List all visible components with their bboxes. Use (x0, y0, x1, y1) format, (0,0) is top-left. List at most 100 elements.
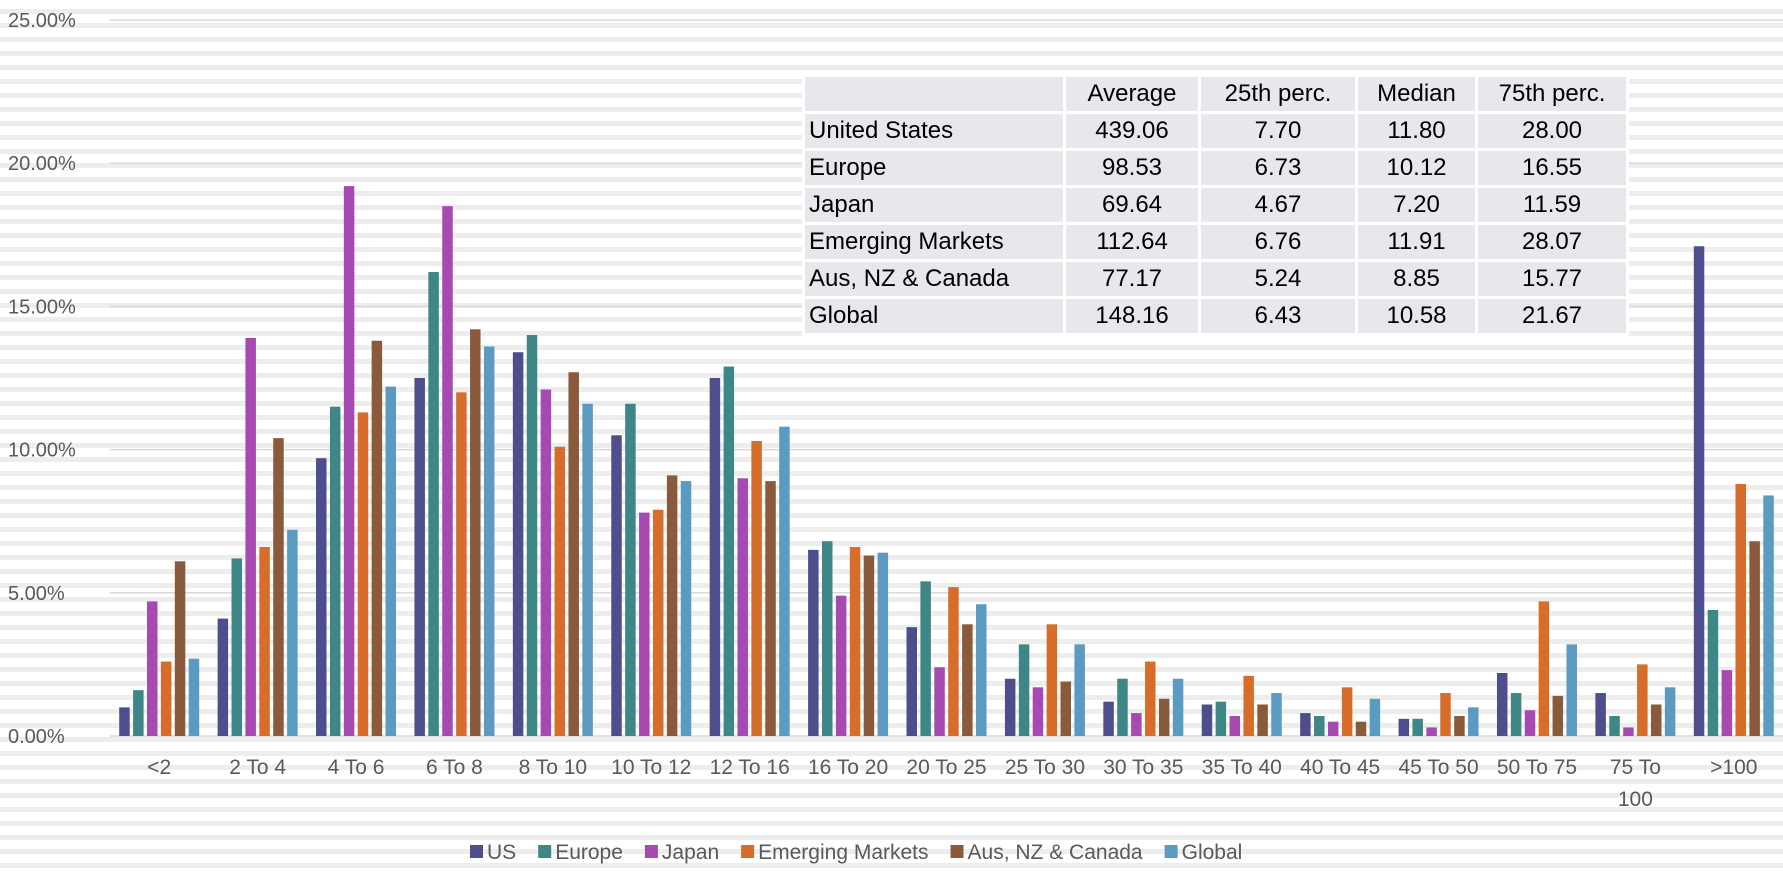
bar-japan (835, 595, 847, 736)
table-cell: 7.70 (1201, 114, 1355, 148)
bar-us (1398, 718, 1410, 736)
table-cell: 16.55 (1478, 151, 1626, 185)
bar-europe (723, 366, 735, 736)
bar-aus-nz-canada (568, 372, 579, 736)
legend-label: Europe (555, 841, 623, 864)
bar-global (976, 604, 987, 736)
bar-global (779, 426, 790, 736)
x-tick-label: 10 To 12 (611, 756, 691, 779)
bar-japan (343, 186, 355, 736)
bar-japan (639, 512, 650, 736)
x-tick-label: >100 (1710, 756, 1757, 779)
table-row: Aus, NZ & Canada 77.17 5.24 8.85 15.77 (805, 262, 1626, 296)
y-tick-label: 5.00% (8, 583, 65, 605)
bar-us (906, 627, 917, 736)
legend-swatch (538, 845, 552, 858)
table-cell: 11.91 (1358, 225, 1475, 259)
bar-aus-nz-canada (1355, 721, 1367, 736)
legend: US Europe Japan Emerging Markets Aus, NZ & C… (470, 841, 1242, 864)
bar-europe (1510, 693, 1522, 736)
x-tick-label: 30 To 35 (1103, 756, 1183, 779)
bar-japan (442, 206, 453, 736)
legend-label: Emerging Markets (758, 841, 928, 864)
x-tick-label: 20 To 25 (906, 756, 986, 779)
bars (119, 186, 1774, 737)
bar-emerging-markets (1735, 483, 1746, 736)
table-cell: 6.76 (1201, 225, 1355, 259)
legend-swatch (470, 845, 483, 858)
y-tick-label: 10.00% (8, 440, 76, 462)
y-axis-ticks: 0.00% 5.00% 10.00% 15.00% 20.00% 25.00% (8, 10, 76, 748)
bar-japan (245, 337, 256, 736)
statistics-table: Average 25th perc. Median 75th perc. Uni… (802, 74, 1629, 336)
table-header-average: Average (1066, 77, 1198, 111)
bar-aus-nz-canada (765, 481, 776, 736)
x-tick-label: 8 To 10 (519, 756, 588, 779)
row-label: Japan (805, 188, 1063, 222)
legend-swatch (950, 845, 964, 858)
bar-aus-nz-canada (962, 624, 973, 736)
bar-europe (1117, 678, 1128, 736)
bar-japan (1426, 727, 1437, 736)
y-tick-label: 15.00% (8, 296, 76, 318)
table-body: United States 439.06 7.70 11.80 28.00 Europe 9… (805, 114, 1626, 333)
bar-emerging-markets (652, 509, 664, 736)
table-row: United States 439.06 7.70 11.80 28.00 (805, 114, 1626, 148)
bar-global (1172, 678, 1184, 736)
bar-europe (231, 558, 243, 736)
table-cell: 98.53 (1066, 151, 1198, 185)
x-tick-label: 45 To 50 (1398, 756, 1478, 779)
bar-emerging-markets (948, 587, 959, 736)
bar-global (385, 386, 397, 736)
legend-label: US (487, 841, 516, 864)
bar-emerging-markets (357, 412, 369, 736)
bar-europe (1707, 609, 1719, 736)
x-axis-ticks: <2 2 To 4 4 To 6 6 To 8 8 To 10 10 To 12 12 To… (147, 756, 1757, 811)
bar-aus-nz-canada (863, 555, 875, 736)
bar-us (1300, 713, 1311, 736)
bar-japan (1721, 670, 1733, 736)
row-label: Europe (805, 151, 1063, 185)
table-cell: 69.64 (1066, 188, 1198, 222)
table-cell: 77.17 (1066, 262, 1198, 296)
y-tick-label: 0.00% (8, 726, 65, 748)
table-cell: 11.59 (1478, 188, 1626, 222)
row-label: Aus, NZ & Canada (805, 262, 1063, 296)
table-cell: 7.20 (1358, 188, 1475, 222)
bar-us (316, 458, 327, 736)
table-header-75th-percentile: 75th perc. (1478, 77, 1626, 111)
bar-aus-nz-canada (371, 340, 383, 736)
table-header-corner (805, 77, 1063, 111)
bar-aus-nz-canada (1257, 704, 1268, 736)
table-cell: 21.67 (1478, 299, 1626, 333)
bar-us (414, 378, 425, 736)
legend-item-japan: Japan (644, 841, 719, 864)
bar-europe (329, 406, 341, 736)
bar-europe (1412, 718, 1423, 736)
x-tick-label: 35 To 40 (1202, 756, 1282, 779)
table-cell: 10.58 (1358, 299, 1475, 333)
bar-aus-nz-canada (1454, 715, 1465, 736)
bar-global (1369, 698, 1381, 736)
bar-japan (1327, 721, 1339, 736)
legend-item-emerging-markets: Emerging Markets (741, 841, 929, 864)
x-tick-label: 12 To 16 (710, 756, 790, 779)
bar-global (1074, 644, 1085, 736)
bar-emerging-markets (1145, 661, 1156, 736)
legend-label: Japan (662, 841, 719, 864)
table-cell: 439.06 (1066, 114, 1198, 148)
bar-emerging-markets (1341, 687, 1353, 736)
table-cell: 11.80 (1358, 114, 1475, 148)
table-cell: 148.16 (1066, 299, 1198, 333)
bar-global (287, 529, 298, 736)
bar-aus-nz-canada (666, 475, 678, 736)
bar-europe (526, 335, 538, 736)
legend-item-us: US (470, 841, 516, 864)
bar-emerging-markets (1243, 675, 1254, 736)
bar-emerging-markets (1046, 624, 1058, 736)
bar-japan (1623, 727, 1634, 736)
x-tick-label: 4 To 6 (328, 756, 385, 779)
bar-global (188, 658, 200, 736)
